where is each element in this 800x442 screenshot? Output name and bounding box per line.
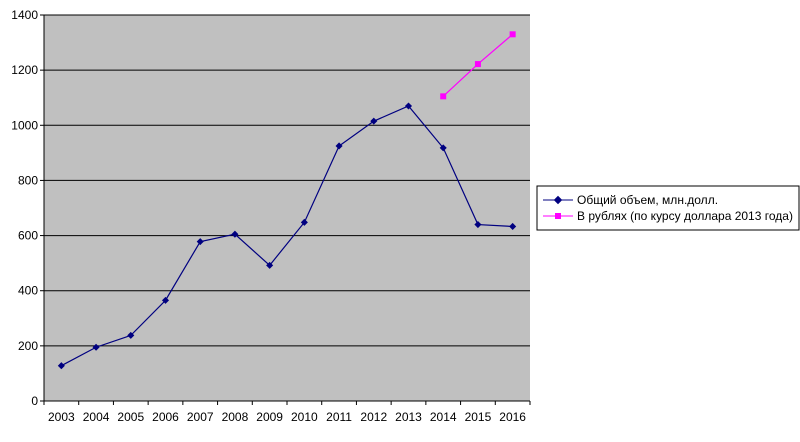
data-point-s0-0 (57, 362, 65, 370)
y-tick-label-5: 1000 (11, 118, 38, 132)
y-tick-label-6: 1200 (11, 63, 38, 77)
gridlines (44, 14, 530, 347)
y-tick-labels: 0 200 400 600 800 1000 1200 1400 (11, 8, 44, 408)
data-point-s0-7 (300, 218, 308, 226)
plot-area (44, 15, 530, 401)
data-point-s0-12 (474, 221, 482, 229)
x-tick-label-7: 2010 (291, 410, 318, 424)
legend-label-1: В рублях (по курсу доллара 2013 года) (577, 209, 793, 223)
x-tick-label-3: 2006 (152, 410, 179, 424)
y-tick-label-2: 400 (18, 284, 38, 298)
series-layer (57, 31, 517, 370)
legend: Общий объем, млн.долл. В рублях (по курс… (536, 185, 800, 231)
data-point-s0-8 (335, 142, 343, 150)
data-point-s0-9 (370, 117, 378, 125)
data-point-s0-10 (404, 102, 413, 110)
data-point-s1-12 (474, 61, 481, 68)
series-line-0 (61, 105, 513, 367)
data-point-s0-2 (127, 331, 135, 339)
x-tick-label-0: 2003 (48, 410, 75, 424)
x-tick-label-8: 2011 (326, 410, 352, 424)
x-tick-label-9: 2012 (360, 410, 387, 424)
x-tick-label-6: 2009 (256, 410, 283, 424)
x-tick-label-5: 2008 (222, 410, 249, 424)
y-tick-label-7: 1400 (11, 8, 38, 22)
legend-label-0: Общий объем, млн.долл. (577, 193, 718, 207)
x-tick-label-4: 2007 (187, 410, 214, 424)
data-point-s0-4 (196, 238, 204, 246)
data-point-s0-6 (266, 261, 274, 269)
data-point-s0-5 (231, 230, 239, 238)
x-tick-labels: 2003 2004 2005 2006 2007 2008 2009 2010 2011 2012… (43, 401, 531, 424)
y-tick-label-0: 0 (31, 394, 38, 408)
x-tick-label-11: 2014 (430, 410, 457, 424)
legend-swatch-marker-1 (555, 213, 561, 219)
y-tick-label-4: 800 (18, 173, 38, 187)
data-point-s1-13 (509, 31, 516, 38)
x-tick-label-10: 2013 (395, 410, 422, 424)
x-tick-label-12: 2015 (465, 410, 492, 424)
legend-box (536, 185, 800, 231)
data-point-s1-11 (440, 93, 447, 100)
data-point-s0-11 (439, 144, 447, 152)
y-tick-label-3: 600 (18, 229, 38, 243)
x-tick-label-1: 2004 (83, 410, 110, 424)
data-point-s0-3 (161, 296, 170, 304)
x-tick-label-13: 2016 (499, 410, 526, 424)
y-tick-label-1: 200 (18, 339, 38, 353)
x-tick-label-2: 2005 (117, 410, 144, 424)
data-point-s0-1 (92, 343, 100, 351)
